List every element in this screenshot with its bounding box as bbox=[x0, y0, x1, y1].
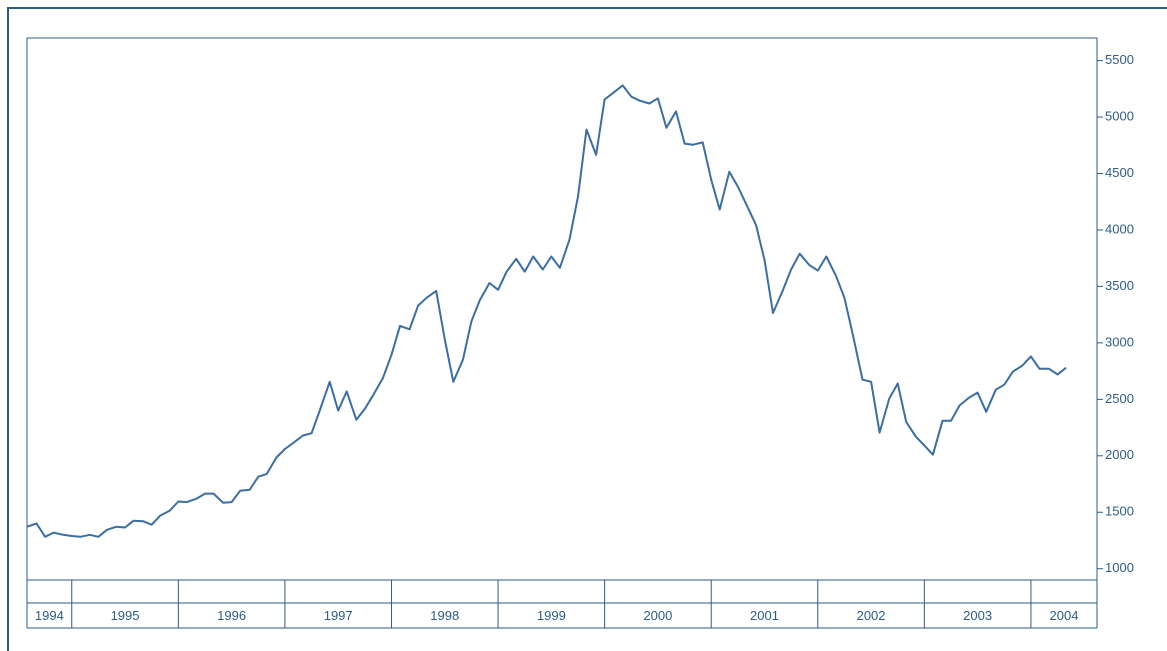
y-tick-label: 4500 bbox=[1105, 165, 1134, 180]
outer-frame bbox=[7, 7, 1167, 651]
x-category-label: 2002 bbox=[857, 608, 886, 623]
y-tick-label: 3500 bbox=[1105, 278, 1134, 293]
price-line bbox=[26, 84, 1067, 538]
x-category-label: 2000 bbox=[643, 608, 672, 623]
plot-frame bbox=[26, 37, 1098, 581]
x-category-label: 2001 bbox=[750, 608, 779, 623]
y-tick-label: 2500 bbox=[1105, 391, 1134, 406]
y-tick-label: 4000 bbox=[1105, 221, 1134, 236]
y-tick-label: 1000 bbox=[1105, 560, 1134, 575]
x-category-label: 1998 bbox=[430, 608, 459, 623]
x-category-label: 1997 bbox=[324, 608, 353, 623]
y-tick-label: 3000 bbox=[1105, 334, 1134, 349]
x-category-label: 1999 bbox=[537, 608, 566, 623]
y-tick-label: 5500 bbox=[1105, 52, 1134, 67]
x-category-label: 2003 bbox=[963, 608, 992, 623]
x-category-label: 1994 bbox=[35, 608, 64, 623]
y-tick-label: 2000 bbox=[1105, 447, 1134, 462]
y-tick-label: 1500 bbox=[1105, 504, 1134, 519]
x-category-label: 2004 bbox=[1050, 608, 1079, 623]
x-category-label: 1995 bbox=[111, 608, 140, 623]
x-category-label: 1996 bbox=[217, 608, 246, 623]
y-tick-label: 5000 bbox=[1105, 108, 1134, 123]
